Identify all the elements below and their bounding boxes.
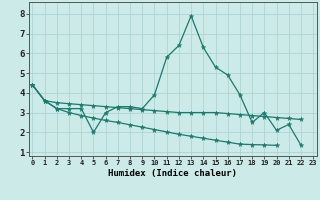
X-axis label: Humidex (Indice chaleur): Humidex (Indice chaleur) xyxy=(108,169,237,178)
